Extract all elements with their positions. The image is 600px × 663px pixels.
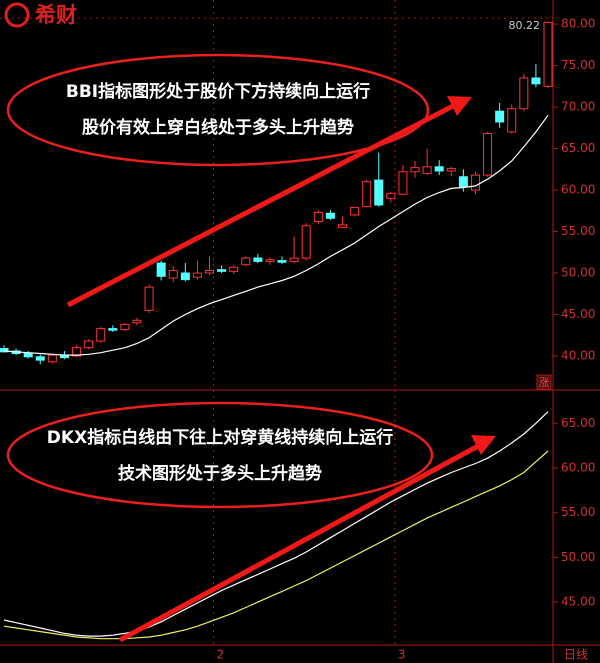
candle-body (495, 110, 505, 123)
candle-body (0, 348, 9, 353)
candle-body (144, 286, 154, 311)
y-tick-label: 75.00 (561, 58, 595, 72)
candle-body (192, 272, 202, 278)
candle-body (458, 176, 468, 188)
candle-body (543, 21, 553, 87)
annotation: DKX指标白线由下往上对穿黄线持续向上运行 (47, 427, 393, 448)
candle-body (337, 224, 347, 228)
candle-body (47, 354, 57, 363)
x-tick-label: 3 (398, 648, 406, 662)
candle-body (23, 352, 33, 358)
candle-body (422, 166, 432, 174)
candle-body (350, 206, 360, 216)
candle-body (446, 167, 456, 172)
candle-body (289, 257, 299, 262)
arrow-shaft (118, 442, 482, 643)
candle-body (434, 166, 444, 172)
y-tick-label: 70.00 (561, 100, 595, 114)
candle-body (483, 133, 493, 176)
y-tick-label: 60.00 (561, 183, 595, 197)
y-tick-label: 40.00 (561, 348, 595, 362)
y-tick-label: 45.00 (561, 307, 595, 321)
annotation-ellipse (6, 401, 434, 509)
y-tick-label: 80.00 (561, 17, 595, 31)
max-label: 80.22 (509, 19, 541, 32)
y-tick-label: 65.00 (561, 416, 595, 430)
arrow-head (471, 435, 496, 455)
candle-body (35, 356, 45, 361)
candle-body (398, 171, 408, 195)
arrow (66, 96, 472, 308)
y-tick-label: 50.00 (561, 550, 595, 564)
annotation-ellipse (6, 53, 430, 167)
candle-body (277, 260, 287, 263)
y-tick-label: 45.00 (561, 595, 595, 609)
candle-body (470, 174, 480, 191)
candle-body (374, 179, 384, 206)
candle-body (72, 347, 82, 357)
annotation: BBI指标图形处于股价下方持续向上运行 (66, 81, 370, 102)
y-tick-label: 55.00 (561, 224, 595, 238)
annotation: 技术图形处于多头上升趋势 (118, 463, 322, 484)
candle-body (132, 319, 142, 324)
candle-body (205, 270, 215, 274)
dkx-line (3, 450, 549, 640)
logo-icon (4, 2, 30, 28)
candle-body (362, 181, 372, 208)
candle-body (84, 340, 94, 349)
arrow-head (447, 96, 472, 116)
y-tick-label: 50.00 (561, 266, 595, 280)
logo-text: 希财 (35, 3, 77, 27)
candle-body (507, 108, 517, 133)
y-tick-label: 65.00 (561, 141, 595, 155)
candle-body (386, 192, 396, 199)
logo: 希财 (4, 2, 77, 28)
candle-body (241, 257, 251, 266)
candle-body (96, 328, 106, 342)
candle-body (180, 272, 190, 281)
annotation: 股价有效上穿白线处于多头上升趋势 (82, 117, 354, 138)
candle-body (120, 323, 130, 330)
badge: 涨 (539, 376, 550, 389)
candle-body (217, 269, 227, 272)
candle-body (519, 77, 529, 110)
candle-body (229, 266, 239, 272)
candle-body (301, 225, 311, 259)
arrow-shaft (66, 102, 457, 308)
candle-body (59, 355, 69, 359)
badge-box (536, 374, 552, 390)
dkx-line (3, 411, 549, 637)
y-tick-label: 60.00 (561, 460, 595, 474)
x-tick-label: 2 (217, 648, 225, 662)
candle-body (313, 211, 323, 223)
candle-body (253, 257, 263, 262)
candle-body (265, 259, 275, 262)
candle-body (325, 212, 335, 219)
candle-body (410, 167, 420, 173)
candle-body (156, 262, 166, 277)
candle-body (108, 328, 118, 331)
arrow (118, 435, 496, 643)
period-label: 日线 (564, 648, 588, 662)
candle-body (531, 77, 541, 85)
y-tick-label: 55.00 (561, 505, 595, 519)
candle-body (168, 270, 178, 279)
bbi-line (3, 114, 549, 356)
